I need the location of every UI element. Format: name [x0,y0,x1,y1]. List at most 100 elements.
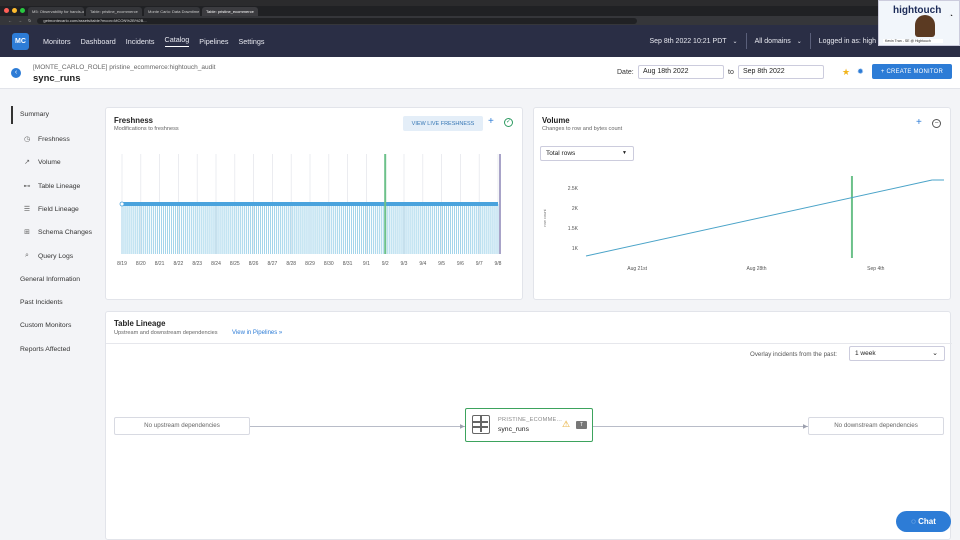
date-to-input[interactable]: Sep 8th 2022 [738,65,824,79]
freshness-tick-label: 8/22 [174,261,184,267]
nav-incidents[interactable]: Incidents [125,36,155,46]
freshness-tick-label: 9/1 [363,261,370,267]
view-in-pipelines-link[interactable]: View in Pipelines » [232,330,283,336]
warning-icon[interactable]: ⚠ [562,419,571,429]
freshness-start-point [119,201,125,207]
freshness-card: Freshness Modifications to freshness VIE… [105,107,523,300]
browser-tab[interactable]: Monte Carlo: Data Downtime [144,7,200,16]
volume-y-axis-label: row count [542,208,547,226]
sidebar-item-label: Query Logs [38,252,74,260]
browser-tab[interactable]: Table: pristine_ecommerce [86,7,142,16]
sidebar-item-reports-affected[interactable]: Reports Affected [20,346,70,353]
nav-catalog[interactable]: Catalog [164,35,190,47]
node-type-badge: T [576,421,587,429]
freshness-tick-label: 8/21 [155,261,165,267]
date-from-input[interactable]: Aug 18th 2022 [638,65,724,79]
sidebar-item-general-information[interactable]: General Information [20,276,80,283]
freshness-end-marker [499,154,501,254]
caret-down-icon: ▼ [622,150,627,156]
node-database: PRISTINE_ECOMME... [498,417,563,423]
sidebar-item-field-lineage[interactable]: ☰ Field Lineage [23,205,79,214]
sidebar-item-label: Summary [20,111,50,118]
sidebar-item-volume[interactable]: ↗ Volume [23,158,61,167]
table-icon [472,415,490,434]
trend-icon: ↗ [24,159,30,166]
minimize-window-icon[interactable] [12,8,17,13]
chevron-down-icon[interactable]: ⌄ [732,38,738,45]
back-button[interactable]: ‹ [11,68,21,78]
sidebar-item-custom-monitors[interactable]: Custom Monitors [20,322,71,329]
freshness-tick-label: 8/19 [117,261,127,267]
nav-dashboard[interactable]: Dashboard [80,36,116,46]
freshness-tick-label: 8/31 [343,261,353,267]
add-volume-monitor-icon[interactable]: + [916,117,922,128]
close-window-icon[interactable] [4,8,9,13]
sidebar-item-table-lineage[interactable]: ⊷ Table Lineage [23,182,81,191]
freshness-tick-label: 9/3 [401,261,408,267]
freshness-title: Freshness [114,116,154,125]
sidebar-item-label: Field Lineage [38,205,79,213]
back-arrow-icon[interactable]: ← [8,18,12,23]
monte-carlo-logo[interactable]: MC [12,32,29,50]
search-icon: ⌕ [25,252,29,259]
arrow-right-icon: ▶ [803,424,808,430]
volume-y-tick-label: 1.5K [568,226,579,232]
arrow-right-icon: ▶ [460,424,465,430]
browser-tab-active[interactable]: Table: pristine_ecommerce [202,7,258,16]
sidebar-item-label: Reports Affected [20,346,71,353]
overlay-period-select[interactable]: 1 week ⌄ [849,346,945,361]
reload-icon[interactable]: ↻ [28,18,32,23]
check-circle-icon[interactable]: ✓ [504,118,513,127]
table-lineage-card: Table Lineage Upstream and downstream de… [105,311,952,540]
nav-right-group: Sep 8th 2022 10:21 PDT ⌄ All domains ⌄ Lo… [649,25,960,57]
freshness-tick-label: 8/25 [230,261,240,267]
sidebar-item-past-incidents[interactable]: Past Incidents [20,299,63,306]
forward-arrow-icon[interactable]: → [18,18,22,23]
date-label: Date: [617,69,634,76]
freshness-subtitle: Modifications to freshness [114,126,179,132]
collapse-icon[interactable]: − [932,119,941,128]
downstream-dependencies-box: No downstream dependencies [808,417,944,435]
create-monitor-button[interactable]: + CREATE MONITOR [872,64,952,79]
overlay-label: Overlay incidents from the past: [750,351,838,358]
star-icon[interactable]: ★ [842,67,851,77]
lineage-title: Table Lineage [114,319,166,328]
domain-selector[interactable]: All domains ⌄ [754,37,802,45]
chat-button[interactable]: ◌ Chat [896,511,951,532]
freshness-tick-label: 8/23 [192,261,202,267]
volume-x-tick-label: Aug 21st [627,266,647,272]
sidebar-item-label: Past Incidents [20,299,63,306]
sidebar-item-schema-changes[interactable]: ⊞ Schema Changes [23,228,92,237]
url-field[interactable]: getmontecarlo.com/assets/table?mcon=MCON… [37,17,638,24]
downstream-link-line [593,426,808,427]
freshness-band [122,202,498,206]
sidebar-item-query-logs[interactable]: ⌕ Query Logs [23,252,73,260]
webcam-overlay: hightouch ◔ Kevin Tran - SE @ Hightouch [878,0,960,46]
volume-metric-value: Total rows [546,150,576,157]
chevron-down-icon: ⌄ [796,38,802,45]
freshness-tick-label: 8/27 [268,261,278,267]
volume-metric-select[interactable]: Total rows ▼ [540,146,634,161]
nav-settings[interactable]: Settings [238,36,265,46]
browser-tab[interactable]: M5: Observability for hands-on [28,7,84,16]
sidebar-active-indicator [11,106,13,124]
sidebar-item-freshness[interactable]: ◷ Freshness [23,135,70,144]
notification-icon[interactable]: ✹ [857,67,864,76]
sidebar-item-summary[interactable]: Summary [20,111,49,118]
logged-in-user[interactable]: Logged in as: high [818,37,876,45]
maximize-window-icon[interactable] [20,8,25,13]
create-monitor-label: CREATE MONITOR [886,68,944,75]
webcam-brand: hightouch [893,5,942,16]
volume-subtitle: Changes to row and bytes count [542,126,623,132]
add-freshness-monitor-icon[interactable]: + [488,116,494,127]
overlay-period-value: 1 week [855,350,876,357]
freshness-tick-label: 8/28 [286,261,296,267]
lineage-node-sync-runs[interactable]: PRISTINE_ECOMME... sync_runs ⚠ T [465,408,593,442]
nav-monitors[interactable]: Monitors [43,36,71,46]
schema-icon: ⊞ [24,229,30,236]
app-nav-bar: MC Monitors Dashboard Incidents Catalog … [0,25,960,57]
nav-pipelines[interactable]: Pipelines [199,36,229,46]
view-live-freshness-button[interactable]: VIEW LIVE FRESHNESS [403,116,483,131]
webcam-logo-icon: ◔ [948,13,953,20]
sidebar-item-label: General Information [20,276,81,283]
